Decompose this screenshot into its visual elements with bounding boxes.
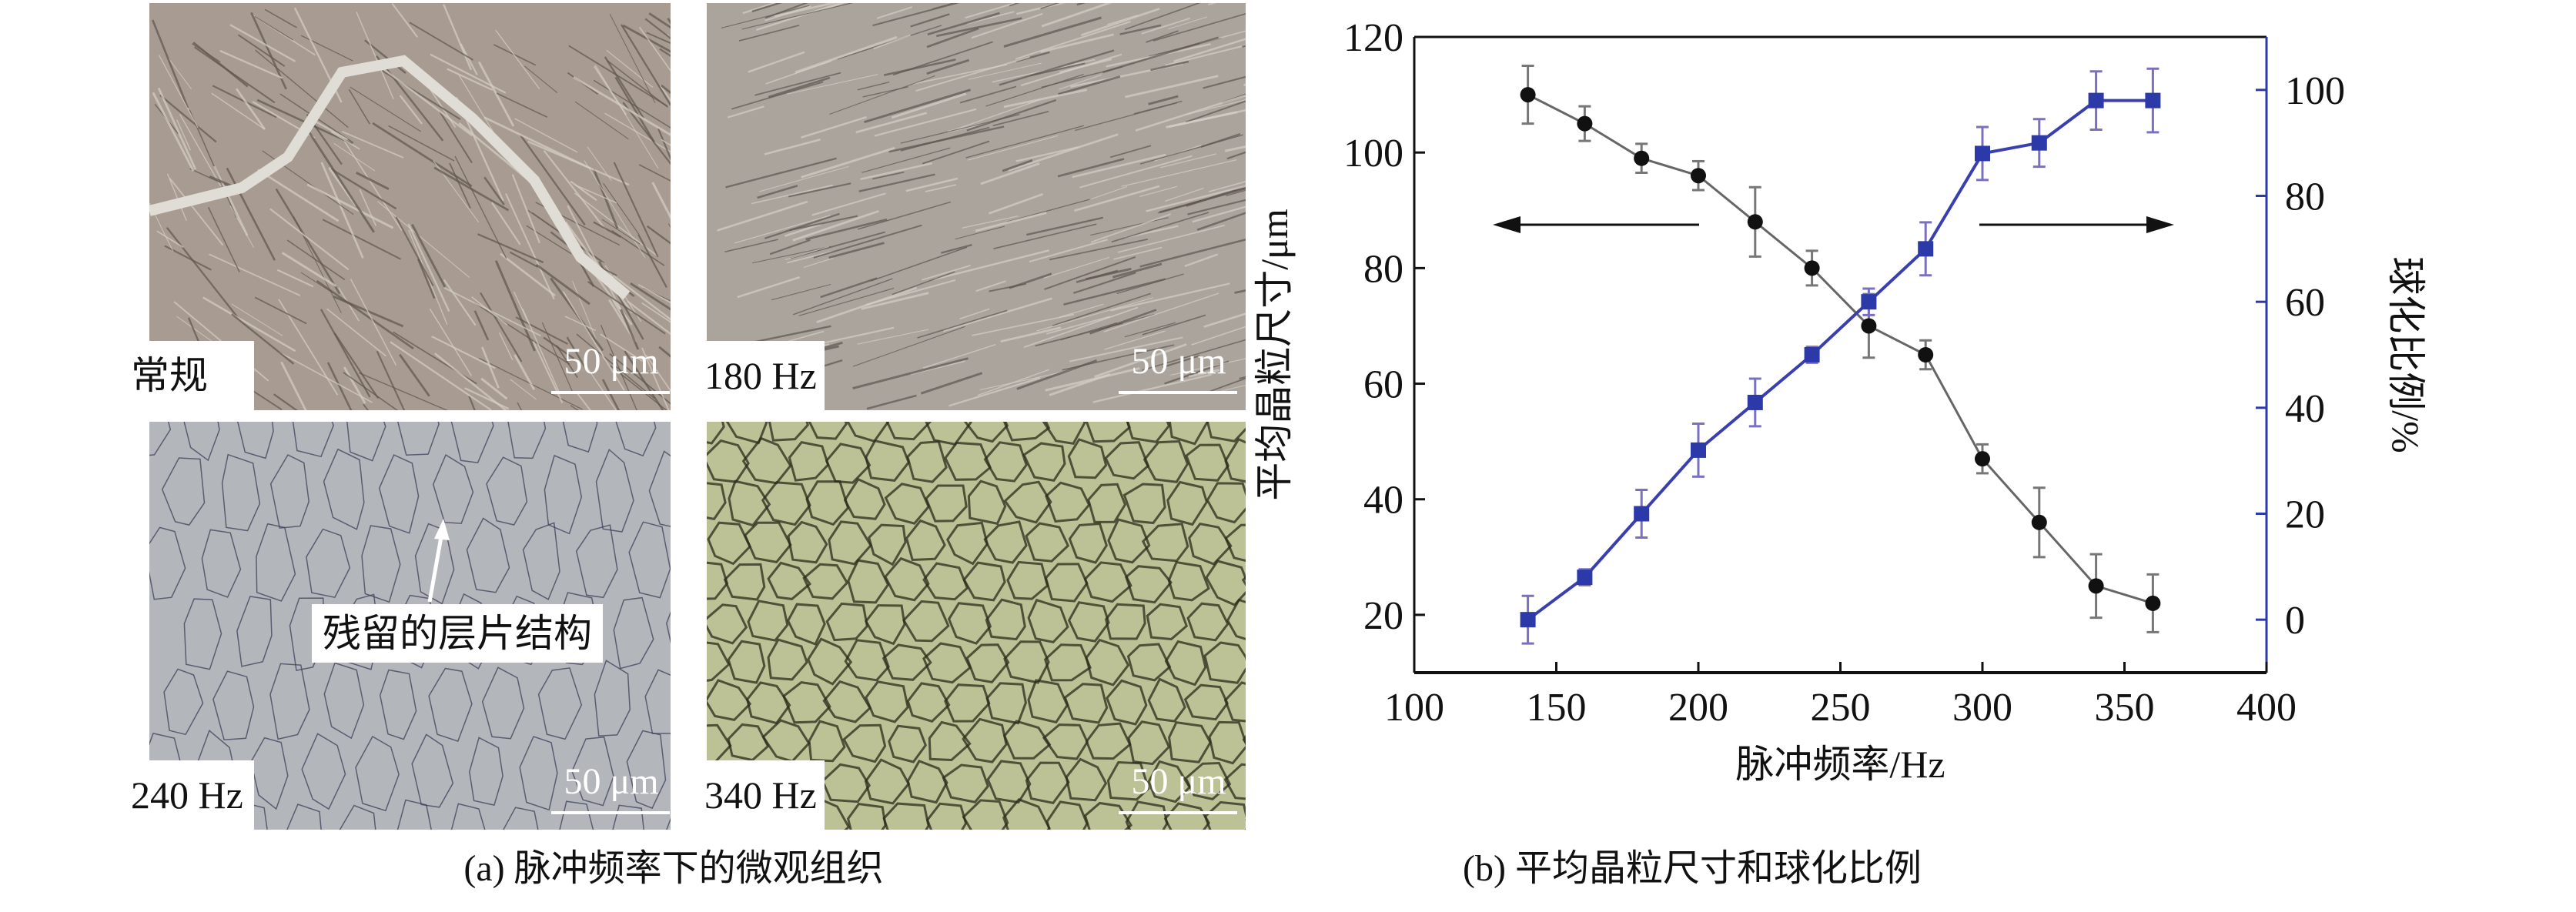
data-point (1520, 87, 1536, 103)
y-right-tick-label: 80 (2285, 175, 2325, 219)
data-point (1975, 451, 1990, 467)
scale-bar (1119, 391, 1237, 394)
scale-bar-label: 50 μm (564, 341, 659, 382)
y-right-axis-title: 球化比例/% (2384, 256, 2427, 453)
x-tick-label: 100 (1384, 686, 1444, 730)
panel-label: 常规 (123, 341, 254, 410)
x-tick-label: 200 (1668, 686, 1728, 730)
data-point (1918, 241, 1934, 257)
data-point (2088, 578, 2104, 594)
caption-b: (b) 平均晶粒尺寸和球化比例 (1463, 848, 1922, 889)
data-point (2145, 92, 2161, 109)
y-left-tick-label: 60 (1363, 363, 1403, 407)
y-right-tick-label: 40 (2285, 387, 2325, 431)
scale-bar (551, 811, 670, 814)
x-tick-label: 150 (1527, 686, 1587, 730)
data-point (1861, 294, 1877, 310)
y-right-tick-label: 60 (2285, 281, 2325, 325)
panel-label: 180 Hz (697, 341, 825, 410)
x-tick-label: 250 (1811, 686, 1871, 730)
data-point (1520, 612, 1536, 628)
data-point (1975, 145, 1990, 162)
panel-label: 340 Hz (697, 760, 825, 830)
y-left-tick-label: 80 (1363, 247, 1403, 291)
data-point (2088, 92, 2104, 109)
data-point (1804, 347, 1820, 362)
micrograph-image (707, 3, 1246, 410)
micrograph-image (707, 422, 1246, 830)
scale-bar-label: 50 μm (1131, 761, 1226, 802)
annotation-residual-lamellar: 残留的层片结构 (312, 604, 603, 663)
scale-bar-label: 50 μm (564, 761, 659, 802)
data-point (1691, 442, 1706, 458)
data-point (1691, 168, 1706, 184)
y-left-axis-title: 平均晶粒尺寸/μm (1253, 209, 1296, 501)
scale-bar (1119, 811, 1237, 814)
panel-label: 240 Hz (123, 760, 254, 830)
data-point (1577, 115, 1593, 132)
x-tick-label: 400 (2236, 686, 2297, 730)
x-tick-label: 300 (1952, 686, 2012, 730)
data-point (1577, 570, 1593, 586)
scale-bar (551, 391, 670, 394)
series-line (1527, 93, 2153, 605)
y-right-tick-label: 20 (2285, 493, 2325, 537)
data-point (2145, 595, 2161, 611)
data-point (1918, 347, 1934, 362)
data-point (1747, 214, 1763, 230)
series-line (1527, 99, 2153, 621)
y-left-tick-label: 100 (1343, 132, 1403, 175)
right-arrow-head-icon (2146, 216, 2174, 233)
y-left-tick-label: 20 (1363, 594, 1403, 638)
data-point (2031, 135, 2047, 151)
y-right-tick-label: 0 (2285, 599, 2305, 643)
x-axis-title: 脉冲频率/Hz (1735, 743, 1945, 786)
data-point (1634, 506, 1650, 522)
y-left-tick-label: 120 (1343, 16, 1403, 60)
y-left-tick-label: 40 (1363, 479, 1403, 523)
y-right-tick-label: 100 (2285, 69, 2345, 113)
data-point (2031, 514, 2047, 530)
caption-a: (a) 脉冲频率下的微观组织 (463, 848, 884, 889)
micrograph-340hz: 50 μm (707, 422, 1246, 830)
left-arrow-head-icon (1493, 216, 1521, 233)
arrow-icon (427, 519, 450, 603)
data-point (1804, 260, 1820, 276)
micrograph-180hz: 50 μm (707, 3, 1246, 410)
scale-bar-label: 50 μm (1131, 341, 1226, 382)
series-right (1520, 67, 2161, 645)
data-point (1747, 394, 1763, 410)
data-point (1634, 150, 1650, 166)
series-left (1520, 65, 2161, 633)
data-point (1861, 318, 1877, 334)
x-tick-label: 350 (2095, 686, 2155, 730)
